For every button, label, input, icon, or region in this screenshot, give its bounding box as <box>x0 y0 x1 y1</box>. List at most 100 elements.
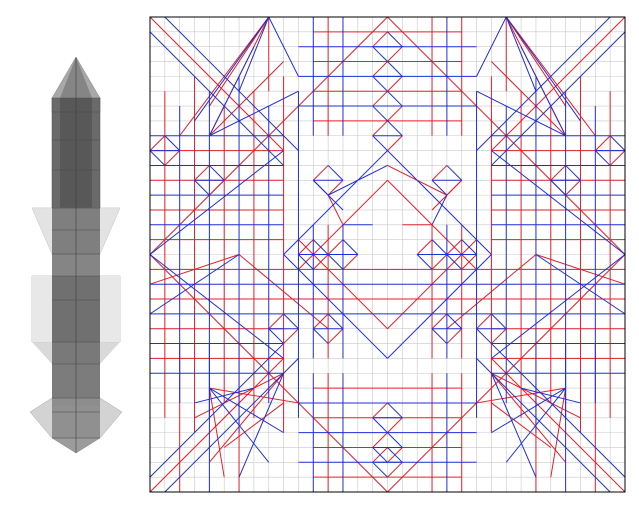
mountain-fold <box>149 254 240 285</box>
mountain-fold <box>387 46 403 62</box>
mountain-fold <box>372 402 388 419</box>
mountain-fold <box>387 461 403 478</box>
valley-fold <box>327 254 344 270</box>
valley-fold <box>209 165 225 181</box>
mountain-fold <box>149 358 284 493</box>
valley-fold <box>505 387 567 463</box>
mountain-fold <box>283 328 299 344</box>
mountain-fold <box>208 372 284 463</box>
valley-fold <box>446 313 463 330</box>
preview-band-lines <box>52 111 100 439</box>
valley-fold <box>505 16 581 122</box>
crease-pattern <box>149 16 626 493</box>
valley-fold <box>372 447 388 463</box>
valley-fold <box>298 254 314 270</box>
valley-folds <box>149 16 626 493</box>
valley-fold <box>209 387 284 434</box>
mountain-fold <box>550 388 567 478</box>
mountain-fold <box>194 165 210 181</box>
valley-fold <box>149 150 166 166</box>
valley-fold <box>208 46 255 136</box>
valley-fold <box>491 313 507 330</box>
valley-fold <box>327 164 388 196</box>
valley-fold <box>491 254 626 359</box>
valley-fold <box>565 165 581 181</box>
mountain-fold <box>223 402 284 448</box>
valley-fold <box>416 254 433 270</box>
mountain-fold <box>164 150 181 166</box>
valley-fold <box>387 61 403 77</box>
mountain-fold <box>268 313 284 330</box>
valley-fold <box>387 150 492 255</box>
mountain-fold <box>327 239 344 255</box>
mountain-fold <box>149 135 166 151</box>
valley-fold <box>164 135 181 151</box>
preview-upper-wings-left-fold <box>32 208 52 254</box>
valley-fold <box>535 254 626 315</box>
valley-fold <box>387 402 403 419</box>
valley-fold <box>194 179 210 196</box>
valley-fold <box>491 150 626 255</box>
valley-fold <box>490 373 537 478</box>
valley-fold <box>372 461 388 478</box>
preview-middle-block-shade <box>32 276 52 342</box>
valley-fold <box>372 417 388 433</box>
valley-fold <box>149 31 284 166</box>
valley-fold <box>431 328 448 344</box>
folded-base-preview <box>29 56 123 454</box>
valley-fold <box>372 76 388 92</box>
valley-fold <box>164 16 299 151</box>
valley-fold <box>327 313 344 330</box>
valley-fold <box>312 179 329 196</box>
mountain-fold <box>446 179 463 196</box>
mountain-fold <box>491 16 626 151</box>
mountain-fold <box>491 372 567 463</box>
valley-fold <box>431 239 448 255</box>
mountain-fold <box>372 61 388 77</box>
mountain-fold <box>327 194 344 226</box>
valley-fold <box>550 179 566 196</box>
mountain-fold <box>594 135 611 151</box>
valley-fold <box>609 135 626 151</box>
valley-fold <box>476 16 507 77</box>
mountain-fold <box>387 105 403 122</box>
preview-middle-block-shade-right <box>100 276 120 342</box>
valley-fold <box>491 343 626 478</box>
valley-fold <box>505 16 537 92</box>
mountain-fold <box>312 313 329 330</box>
mountain-fold <box>312 254 329 270</box>
mountain-fold <box>491 358 626 493</box>
valley-fold <box>208 387 270 463</box>
mountain-fold <box>312 165 329 181</box>
mountain-fold <box>535 254 626 285</box>
valley-fold <box>491 387 566 434</box>
valley-fold <box>476 16 611 151</box>
valley-fold <box>372 105 388 122</box>
valley-fold <box>342 239 359 255</box>
valley-fold <box>238 16 270 92</box>
valley-fold <box>431 194 448 226</box>
mountain-fold <box>208 16 270 107</box>
mountain-fold <box>209 179 225 196</box>
mountain-fold <box>461 254 477 270</box>
mountain-fold <box>476 313 492 330</box>
valley-fold <box>387 120 403 137</box>
valley-fold <box>149 343 284 478</box>
mountain-fold <box>298 239 314 255</box>
valley-fold <box>372 46 388 62</box>
valley-fold <box>461 239 477 255</box>
valley-fold <box>387 254 492 359</box>
valley-fold <box>149 254 284 359</box>
mountain-fold <box>476 387 566 404</box>
valley-fold <box>431 179 448 196</box>
mountain-fold <box>208 388 225 478</box>
mountain-fold <box>327 179 344 196</box>
valley-fold <box>387 447 403 463</box>
mountain-fold <box>565 179 581 196</box>
mountain-fold <box>446 328 463 344</box>
valley-fold <box>312 328 329 344</box>
valley-fold <box>387 31 403 48</box>
valley-fold <box>476 358 611 493</box>
mountain-fold <box>446 239 463 255</box>
